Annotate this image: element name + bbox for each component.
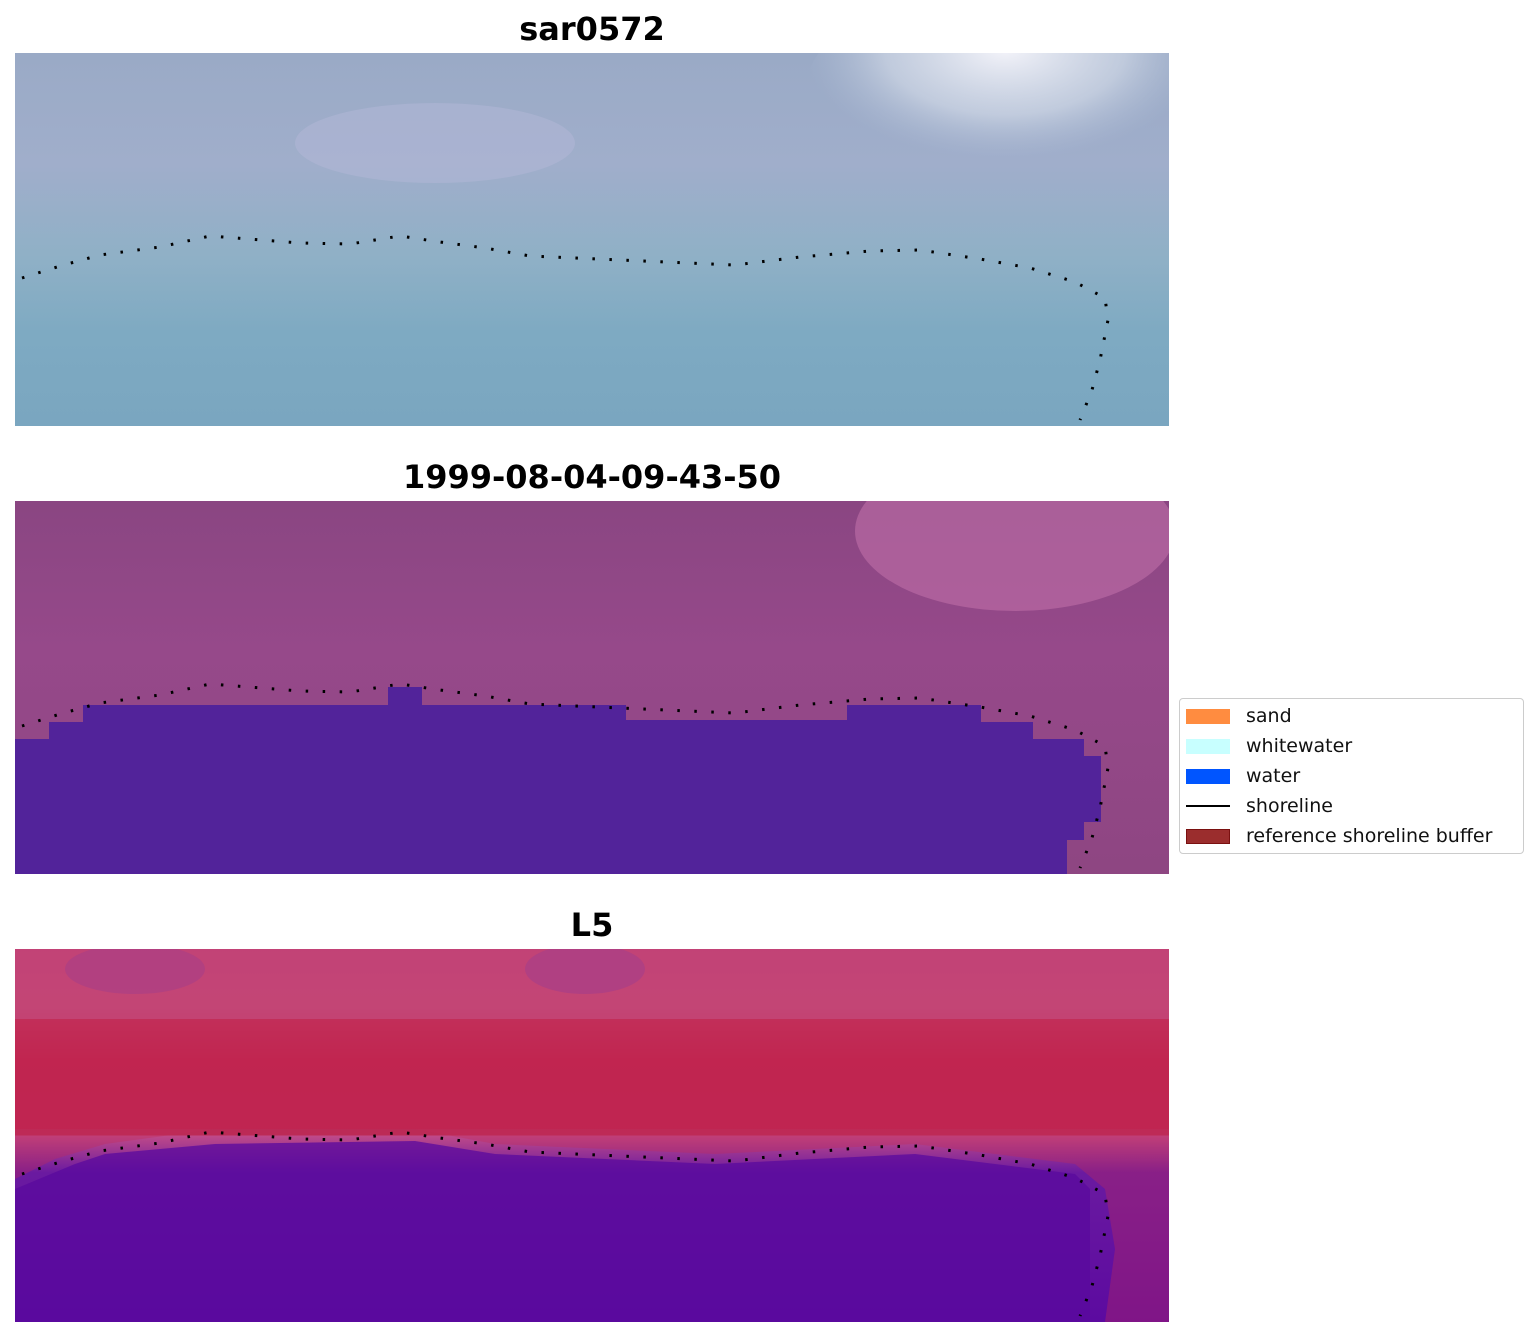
- legend-item-water: water: [1186, 765, 1301, 787]
- sand-swatch: [1186, 708, 1230, 724]
- water-swatch: [1186, 768, 1230, 784]
- purple-patch: [65, 949, 205, 994]
- legend-item-shoreline: shoreline: [1186, 795, 1333, 817]
- legend-label: reference shoreline buffer: [1246, 825, 1493, 847]
- rgb-overlay: [21, 53, 1169, 421]
- haze-patch: [295, 103, 575, 183]
- legend-item-whitewater: whitewater: [1186, 735, 1353, 757]
- shoreline-dots: [21, 682, 1110, 869]
- legend-label: shoreline: [1246, 795, 1333, 817]
- legend-item-sand: sand: [1186, 705, 1292, 727]
- water-region: [15, 1141, 1090, 1322]
- water-class-region: [15, 687, 1101, 874]
- shoreline-dots: [21, 234, 1110, 421]
- index-overlay: [15, 949, 1169, 1322]
- panel-title-satellite: L5: [570, 906, 614, 944]
- legend-label: sand: [1246, 705, 1292, 727]
- panel-title-rgb: sar0572: [519, 10, 665, 48]
- rgb-image-panel: [15, 53, 1169, 426]
- buffer-swatch: [1186, 828, 1230, 844]
- legend: sand whitewater water shoreline referenc…: [1179, 698, 1524, 854]
- classified-image-panel: [15, 501, 1169, 874]
- purple-patch: [525, 949, 645, 994]
- bright-patch: [855, 501, 1169, 611]
- panel-title-date: 1999-08-04-09-43-50: [402, 458, 782, 496]
- shoreline-line-swatch: [1186, 805, 1230, 807]
- land-region: [15, 949, 1169, 1322]
- classification-overlay: [15, 501, 1169, 874]
- cloud-patch: [805, 53, 1169, 203]
- legend-label: whitewater: [1246, 735, 1353, 757]
- red-band: [15, 1019, 1169, 1129]
- shoreline-dots: [21, 1130, 1110, 1317]
- index-image-panel: [15, 949, 1169, 1322]
- whitewater-swatch: [1186, 738, 1230, 754]
- legend-item-buffer: reference shoreline buffer: [1186, 825, 1493, 847]
- legend-label: water: [1246, 765, 1301, 787]
